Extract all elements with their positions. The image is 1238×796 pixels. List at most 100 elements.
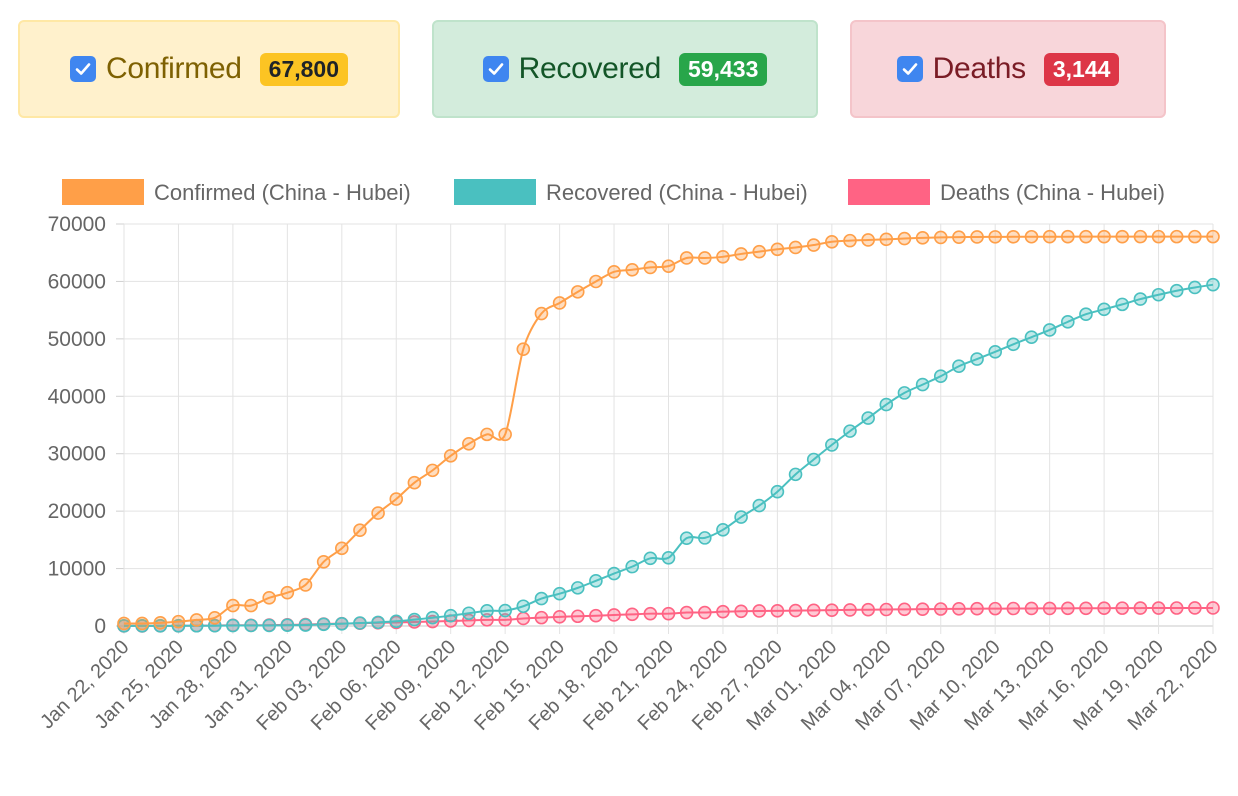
data-point-recovered[interactable] — [407, 612, 422, 627]
data-point-confirmed[interactable] — [661, 259, 676, 273]
data-point-recovered[interactable] — [316, 617, 331, 632]
data-point-confirmed[interactable] — [788, 240, 803, 255]
data-point-confirmed[interactable] — [171, 614, 186, 629]
data-point-confirmed[interactable] — [879, 232, 894, 247]
data-point-deaths[interactable] — [1133, 601, 1148, 615]
data-point-recovered[interactable] — [534, 591, 549, 606]
data-point-recovered[interactable] — [661, 550, 676, 565]
data-point-deaths[interactable] — [1042, 601, 1057, 616]
data-point-confirmed[interactable] — [425, 463, 440, 478]
data-point-recovered[interactable] — [734, 510, 748, 524]
data-point-deaths[interactable] — [825, 603, 839, 617]
data-point-confirmed[interactable] — [389, 492, 404, 506]
data-point-confirmed[interactable] — [1042, 229, 1057, 244]
data-point-recovered[interactable] — [226, 618, 240, 633]
legend-label-confirmed[interactable]: Confirmed (China - Hubei) — [154, 180, 411, 205]
data-point-recovered[interactable] — [752, 498, 767, 513]
data-point-deaths[interactable] — [806, 603, 821, 618]
data-point-confirmed[interactable] — [607, 264, 621, 279]
data-point-recovered[interactable] — [970, 352, 984, 366]
data-point-recovered[interactable] — [570, 581, 585, 595]
data-point-confirmed[interactable] — [897, 231, 912, 246]
data-point-confirmed[interactable] — [1169, 229, 1184, 244]
data-point-recovered[interactable] — [1079, 307, 1093, 322]
data-point-confirmed[interactable] — [679, 251, 694, 265]
data-point-deaths[interactable] — [770, 604, 785, 618]
data-point-deaths[interactable] — [1188, 601, 1202, 615]
recovered-checkbox[interactable] — [482, 56, 509, 82]
data-point-confirmed[interactable] — [353, 523, 367, 538]
data-point-recovered[interactable] — [788, 467, 803, 482]
data-point-recovered[interactable] — [643, 551, 658, 566]
data-point-recovered[interactable] — [1042, 323, 1057, 337]
data-point-deaths[interactable] — [716, 604, 730, 619]
data-point-deaths[interactable] — [516, 611, 531, 626]
data-point-confirmed[interactable] — [1006, 229, 1021, 244]
data-point-deaths[interactable] — [643, 606, 658, 621]
data-point-confirmed[interactable] — [498, 427, 512, 442]
data-point-confirmed[interactable] — [589, 274, 603, 289]
data-point-confirmed[interactable] — [117, 616, 131, 631]
data-point-confirmed[interactable] — [316, 555, 331, 569]
recovered-toggle-card[interactable]: Recovered 59,433 — [432, 20, 818, 118]
data-point-confirmed[interactable] — [1024, 229, 1039, 244]
data-point-confirmed[interactable] — [480, 427, 494, 442]
data-point-confirmed[interactable] — [1188, 229, 1202, 244]
data-point-confirmed[interactable] — [207, 611, 222, 625]
data-point-confirmed[interactable] — [334, 541, 349, 556]
data-point-confirmed[interactable] — [407, 475, 422, 490]
data-point-deaths[interactable] — [1079, 601, 1093, 616]
data-point-confirmed[interactable] — [970, 230, 984, 244]
data-point-recovered[interactable] — [589, 574, 603, 588]
data-point-deaths[interactable] — [843, 603, 857, 617]
data-point-deaths[interactable] — [988, 601, 1003, 616]
data-point-recovered[interactable] — [988, 345, 1003, 359]
data-point-recovered[interactable] — [462, 606, 476, 621]
data-point-deaths[interactable] — [1061, 601, 1075, 616]
data-point-confirmed[interactable] — [752, 244, 767, 259]
data-point-recovered[interactable] — [861, 411, 875, 425]
data-point-confirmed[interactable] — [806, 238, 821, 252]
data-point-recovered[interactable] — [1169, 283, 1184, 298]
data-point-confirmed[interactable] — [1061, 229, 1075, 244]
data-point-deaths[interactable] — [915, 602, 930, 616]
data-point-confirmed[interactable] — [153, 616, 168, 630]
data-point-confirmed[interactable] — [643, 260, 658, 275]
data-point-confirmed[interactable] — [534, 306, 549, 321]
data-point-deaths[interactable] — [1169, 601, 1184, 615]
data-point-confirmed[interactable] — [280, 585, 295, 600]
legend-swatch-recovered[interactable] — [454, 179, 536, 205]
data-point-confirmed[interactable] — [1151, 229, 1166, 244]
data-point-recovered[interactable] — [843, 424, 857, 438]
data-point-recovered[interactable] — [244, 618, 258, 633]
data-point-recovered[interactable] — [334, 616, 349, 631]
data-point-recovered[interactable] — [607, 566, 621, 581]
data-point-confirmed[interactable] — [262, 591, 277, 605]
legend-swatch-confirmed[interactable] — [62, 179, 144, 205]
data-point-recovered[interactable] — [353, 616, 367, 630]
data-point-deaths[interactable] — [752, 604, 767, 618]
data-point-confirmed[interactable] — [443, 449, 458, 463]
data-point-confirmed[interactable] — [1206, 229, 1220, 244]
data-point-recovered[interactable] — [1006, 337, 1021, 352]
data-point-confirmed[interactable] — [988, 230, 1003, 244]
data-point-deaths[interactable] — [897, 602, 912, 617]
data-point-confirmed[interactable] — [516, 342, 531, 356]
data-point-confirmed[interactable] — [189, 613, 204, 627]
data-point-confirmed[interactable] — [825, 234, 839, 249]
data-point-recovered[interactable] — [425, 610, 440, 625]
legend-swatch-deaths[interactable] — [848, 179, 930, 205]
legend-label-recovered[interactable]: Recovered (China - Hubei) — [546, 180, 808, 205]
data-point-deaths[interactable] — [734, 604, 748, 619]
data-point-recovered[interactable] — [1061, 315, 1075, 329]
data-point-confirmed[interactable] — [843, 233, 857, 248]
data-point-confirmed[interactable] — [1133, 229, 1148, 244]
data-point-recovered[interactable] — [933, 369, 948, 383]
data-point-recovered[interactable] — [915, 377, 930, 392]
data-point-deaths[interactable] — [1151, 601, 1166, 615]
data-point-recovered[interactable] — [1115, 297, 1130, 312]
data-point-recovered[interactable] — [806, 452, 821, 467]
data-point-confirmed[interactable] — [244, 598, 258, 613]
data-point-deaths[interactable] — [534, 610, 549, 625]
deaths-checkbox[interactable] — [896, 56, 923, 82]
